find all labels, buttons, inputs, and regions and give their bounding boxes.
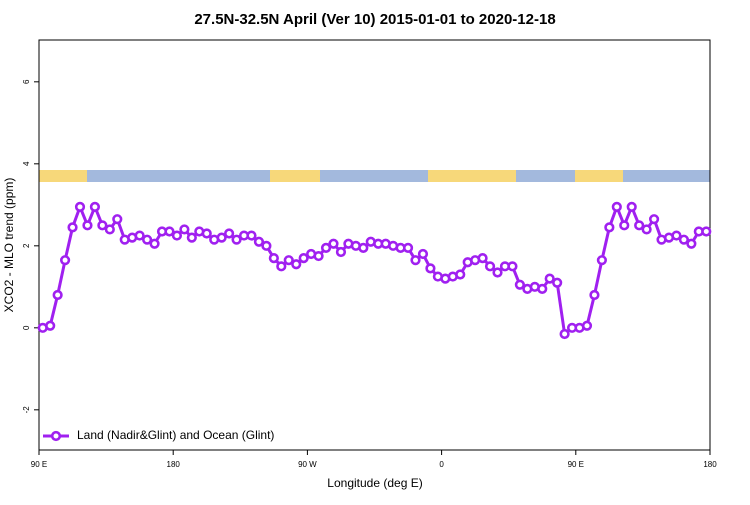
data-point bbox=[611, 201, 622, 212]
data-point bbox=[320, 242, 332, 253]
data-point bbox=[335, 246, 347, 258]
data-point bbox=[261, 240, 272, 251]
data-point bbox=[626, 201, 637, 212]
data-point bbox=[313, 250, 324, 262]
data-point bbox=[455, 269, 466, 280]
data-point bbox=[671, 230, 682, 241]
data-point bbox=[171, 230, 183, 241]
data-point bbox=[134, 230, 145, 241]
data-point bbox=[224, 228, 235, 239]
data-point bbox=[231, 234, 242, 245]
data-point bbox=[328, 238, 339, 249]
data-point bbox=[552, 277, 563, 288]
y-tick-label: -2 bbox=[22, 406, 31, 414]
data-point bbox=[179, 224, 190, 235]
data-point bbox=[425, 263, 436, 274]
legend-label: Land (Nadir&Glint) and Ocean (Glint) bbox=[77, 428, 274, 442]
data-point bbox=[97, 220, 108, 231]
data-point bbox=[537, 283, 548, 294]
data-point bbox=[52, 289, 63, 301]
x-tick-label: 90 E bbox=[31, 460, 47, 469]
data-point bbox=[559, 328, 570, 340]
data-point bbox=[253, 236, 265, 247]
data-point bbox=[74, 201, 86, 212]
data-point bbox=[358, 242, 369, 253]
data-point bbox=[514, 279, 525, 290]
land-band bbox=[270, 170, 320, 182]
x-tick-label: 90 W bbox=[298, 460, 317, 469]
data-point bbox=[678, 234, 690, 245]
data-point bbox=[283, 255, 294, 266]
data-point bbox=[186, 232, 197, 243]
data-point bbox=[104, 224, 115, 235]
data-point bbox=[604, 222, 615, 233]
x-tick-label: 180 bbox=[167, 460, 181, 469]
data-point bbox=[149, 238, 160, 249]
data-point bbox=[45, 320, 56, 331]
data-point bbox=[268, 253, 279, 264]
data-point bbox=[142, 234, 153, 245]
data-point bbox=[410, 255, 421, 266]
data-point bbox=[59, 255, 71, 266]
plot-frame bbox=[38, 39, 711, 451]
data-point bbox=[641, 224, 652, 235]
land-band bbox=[575, 170, 623, 182]
data-point bbox=[276, 261, 287, 272]
data-point bbox=[619, 220, 630, 231]
data-point bbox=[507, 261, 518, 272]
data-point bbox=[291, 259, 302, 270]
land-band bbox=[39, 170, 87, 182]
data-point bbox=[201, 228, 212, 239]
y-tick-label: 2 bbox=[22, 243, 31, 248]
y-tick-label: 0 bbox=[22, 325, 31, 330]
land-band bbox=[428, 170, 516, 182]
data-point bbox=[484, 261, 496, 272]
x-axis-label: Longitude (deg E) bbox=[327, 476, 422, 490]
data-point bbox=[544, 273, 555, 284]
data-point bbox=[89, 201, 101, 212]
data-point bbox=[67, 222, 78, 233]
land-mask-strip bbox=[39, 170, 710, 182]
data-point bbox=[417, 248, 429, 260]
data-point bbox=[246, 230, 257, 241]
data-point bbox=[648, 214, 660, 225]
data-point bbox=[581, 320, 593, 331]
x-tick-label: 180 bbox=[703, 460, 717, 469]
y-axis-label: XCO2 - MLO trend (ppm) bbox=[2, 178, 16, 313]
data-point bbox=[164, 226, 175, 237]
data-point bbox=[477, 253, 488, 264]
data-point bbox=[216, 232, 227, 243]
legend-marker bbox=[50, 430, 62, 442]
data-point bbox=[298, 253, 309, 264]
y-tick-label: 4 bbox=[22, 161, 31, 166]
ocean-band bbox=[39, 170, 710, 182]
data-point bbox=[701, 226, 712, 237]
y-tick-label: 6 bbox=[22, 79, 31, 84]
x-tick-label: 0 bbox=[439, 460, 444, 469]
data-point bbox=[112, 214, 123, 225]
data-point bbox=[634, 220, 645, 231]
data-point bbox=[492, 267, 503, 278]
chart-title: 27.5N-32.5N April (Ver 10) 2015-01-01 to… bbox=[194, 11, 555, 28]
data-point bbox=[589, 289, 600, 301]
data-point bbox=[596, 255, 607, 266]
series bbox=[37, 201, 712, 340]
data-point bbox=[82, 220, 93, 231]
data-point bbox=[686, 238, 697, 249]
x-tick-label: 90 E bbox=[568, 460, 584, 469]
data-point bbox=[402, 242, 414, 253]
